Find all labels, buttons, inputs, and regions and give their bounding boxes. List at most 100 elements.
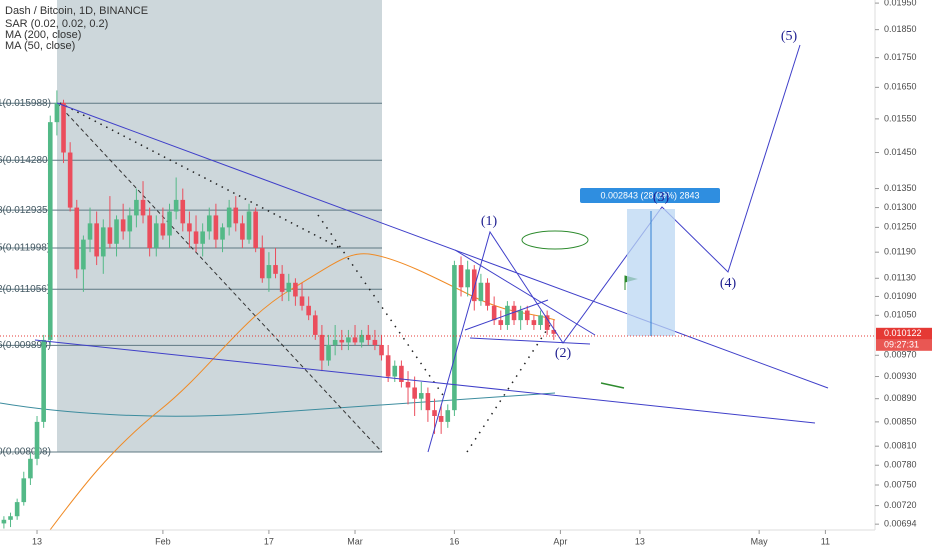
candle-body (240, 223, 245, 240)
candle-body (160, 223, 166, 236)
candle-body (107, 227, 113, 244)
wave-label: (1) (481, 214, 498, 229)
candle-body (293, 282, 298, 297)
candle-body (538, 315, 543, 326)
candle-body (94, 223, 99, 257)
candle-body (213, 215, 219, 240)
wave-label: (5) (781, 29, 798, 44)
candle-body (81, 239, 86, 270)
candle-body (418, 393, 424, 399)
x-tick-label: May (751, 536, 769, 546)
candle-body (505, 305, 510, 326)
candle-body (266, 265, 272, 279)
x-tick-label: 11 (821, 536, 830, 546)
wave-label: (3) (653, 190, 670, 205)
candle-body (339, 339, 345, 343)
candle-body (259, 247, 265, 279)
measure-label: 0.002843 (28.09%) 2843 (600, 190, 699, 200)
candle-body (87, 223, 93, 240)
candle-body (127, 215, 133, 232)
candle-body (478, 282, 484, 302)
candle-body (220, 227, 225, 240)
candle-body (498, 320, 504, 326)
title: Dash / Bitcoin, 1D, BINANCE (5, 5, 148, 17)
trendline (464, 299, 549, 331)
indicator: MA (200, close) (5, 29, 81, 41)
y-tick-label: 0.00780 (884, 460, 917, 470)
y-tick-label: 0.00810 (884, 441, 917, 451)
candle-body (153, 223, 159, 248)
candle-body (326, 344, 331, 361)
candle-body (253, 211, 258, 248)
candle-body (412, 387, 417, 399)
candle-body (1, 519, 7, 524)
candle-body (167, 211, 172, 236)
x-tick-label: Feb (155, 536, 171, 546)
candle-body (359, 334, 364, 343)
candle-body (67, 152, 73, 208)
candle-body (531, 320, 537, 326)
fib-label: 6(0.009893) (0, 340, 51, 351)
candle-body (100, 227, 106, 257)
ma-200 (0, 392, 556, 417)
y-tick-label: 0.01750 (884, 52, 917, 62)
y-tick-label: 0.01650 (884, 82, 917, 92)
candle-body (485, 282, 490, 306)
x-tick-label: 13 (635, 536, 645, 546)
candle-body (147, 215, 152, 248)
countdown-bg (876, 339, 932, 351)
candle-body (134, 199, 139, 216)
fib-trend (56, 102, 383, 453)
y-tick-label: 0.00890 (884, 393, 917, 403)
y-tick-label: 0.00930 (884, 371, 917, 381)
y-tick-label: 0.01050 (884, 310, 917, 320)
drawings (34, 44, 829, 453)
fib-label: 2(0.011056) (0, 284, 50, 295)
trendline (56, 102, 829, 389)
fib-label: 8(0.012935) (0, 205, 51, 216)
fib-label: 0(0.008008) (0, 447, 51, 458)
candle-body (425, 393, 431, 411)
wave-label: (2) (555, 346, 572, 361)
candle-body (392, 365, 398, 377)
candle-body (173, 199, 179, 212)
candle-body (372, 339, 378, 345)
y-tick-label: 0.01450 (884, 147, 917, 157)
fib-label: 6(0.014280) (0, 155, 51, 166)
candle-body (206, 215, 212, 232)
y-tick-label: 0.01130 (884, 273, 916, 283)
fib-label: 5(0.011998) (0, 243, 50, 254)
x-tick-label: 17 (264, 536, 274, 546)
candle-body (114, 219, 119, 244)
candle-body (140, 199, 146, 216)
candle-body (286, 282, 292, 292)
candle-body (306, 305, 311, 316)
candle-body (445, 410, 451, 422)
candle-body (187, 223, 192, 232)
candle-body (54, 102, 60, 123)
y-tick-label: 0.01090 (884, 291, 917, 301)
candle-body (432, 410, 437, 416)
fib-zone (57, 0, 382, 452)
candle-body (465, 269, 470, 288)
trendline (454, 249, 596, 336)
candle-body (379, 344, 384, 356)
price-axis (875, 0, 932, 550)
candle-body (385, 355, 391, 377)
candle-body (193, 231, 199, 244)
candle-body (246, 211, 252, 240)
wave-label: (4) (720, 276, 737, 291)
mark (600, 382, 625, 389)
candle-body (471, 269, 477, 302)
candle-body (346, 337, 351, 343)
last-price: 0.010122 (884, 328, 922, 338)
y-tick-label: 0.01550 (884, 113, 917, 123)
candle-body (61, 102, 66, 153)
candle-body (312, 315, 318, 335)
candle-body (438, 415, 444, 422)
candle-body (319, 334, 325, 361)
candle-body (120, 219, 126, 232)
countdown: 09:27:31 (884, 340, 919, 350)
y-tick-label: 0.00720 (884, 500, 917, 510)
candle-body (332, 339, 338, 345)
